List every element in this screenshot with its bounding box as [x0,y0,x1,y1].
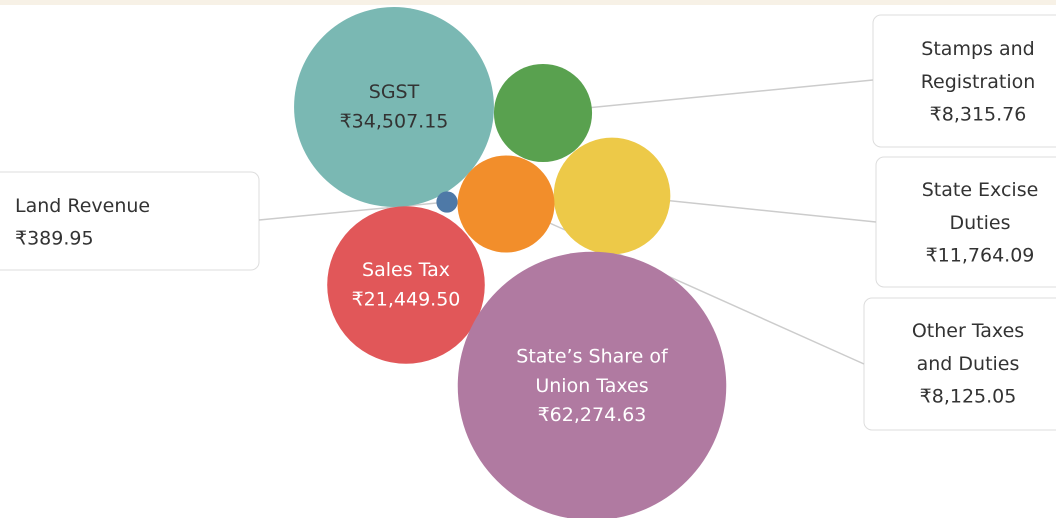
top-band [0,0,1056,5]
value-label: ₹8,315.76 [930,104,1027,126]
category-label: Stamps and Registration [921,38,1036,93]
label-line: Union Taxes [535,375,648,397]
value-label: ₹34,507.15 [340,110,449,132]
leader-line [258,201,448,221]
bubble [457,251,727,518]
value-label: ₹11,764.09 [926,245,1035,267]
label-line: State Excise [922,179,1039,201]
bubble [553,137,671,255]
label-line: Land Revenue [15,195,150,217]
label-line: State’s Share of [516,345,669,367]
label-line: Stamps and [921,38,1034,60]
label-line: and Duties [917,353,1020,375]
value-label: ₹8,125.05 [920,386,1017,408]
leader-line [633,196,877,223]
bubble [457,155,555,253]
bubble [493,63,593,163]
bubble [327,206,485,364]
category-label: State’s Share of Union Taxes [516,345,669,397]
category-label: State Excise Duties [922,179,1039,234]
callout-box [0,171,260,271]
category-label: Sales Tax [362,259,450,281]
label-line: SGST [369,81,420,103]
category-label: SGST [369,81,420,103]
label-line: Registration [921,71,1036,93]
category-label: Land Revenue [15,195,150,217]
value-label: ₹389.95 [15,228,94,250]
bubble [294,7,494,207]
value-label: ₹62,274.63 [538,404,647,426]
leader-line [565,79,874,111]
label-line: Duties [950,212,1011,234]
label-line: Sales Tax [362,259,450,281]
bubble [436,191,458,213]
label-line: Other Taxes [912,320,1024,342]
callout-box [872,14,1056,148]
value-label: ₹21,449.50 [352,288,461,310]
category-label: Other Taxes and Duties [912,320,1024,375]
